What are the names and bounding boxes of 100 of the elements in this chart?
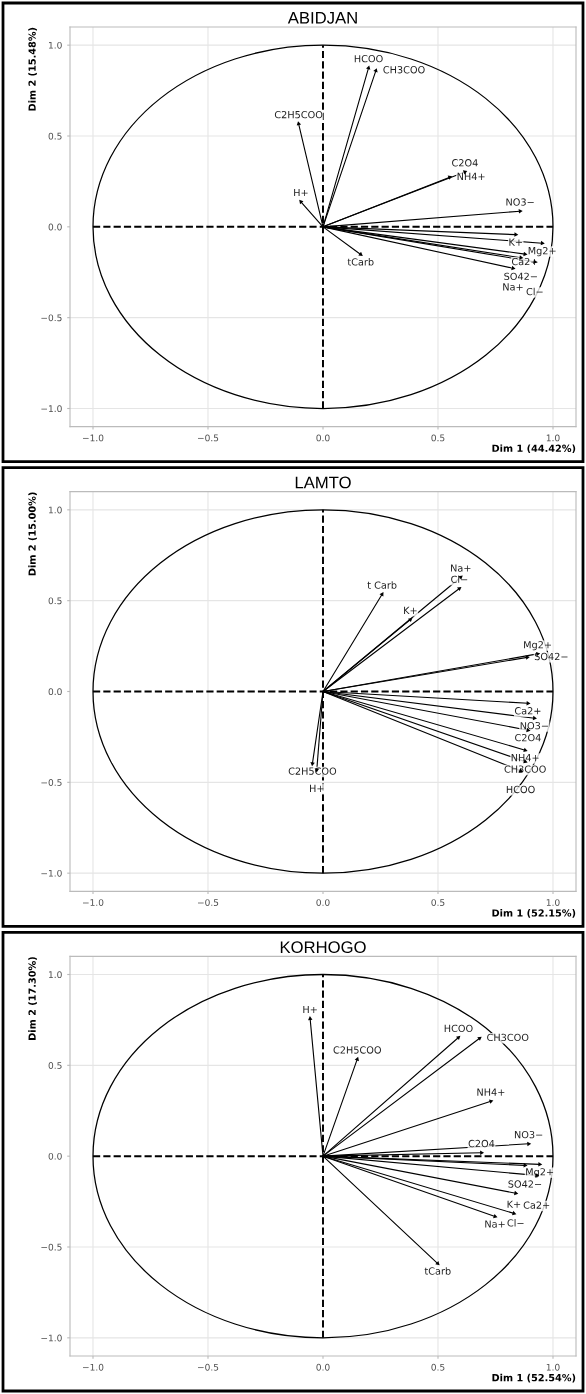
annotation: Cl− [451, 575, 468, 583]
annotation: Cl− [507, 1219, 524, 1227]
annotation: CH3COO [504, 765, 546, 773]
annotation: NO3− [520, 722, 548, 730]
x-tick-label: 0.0 [316, 1363, 330, 1371]
y-tick-label: 0.5 [48, 132, 62, 140]
chart-title: LAMTO [295, 476, 351, 489]
annotation: CH3COO [383, 66, 425, 74]
y-tick-label: −1.0 [41, 869, 62, 877]
annotation: SO42− [504, 272, 537, 280]
annotation: t Carb [367, 581, 397, 589]
annotation: HCOO [506, 785, 535, 794]
annotation: NO3− [514, 1130, 543, 1139]
annotation: CH3COO [487, 1033, 529, 1042]
chart-title: KORHOGO [280, 941, 366, 954]
point [447, 175, 453, 180]
point [532, 715, 537, 721]
point [366, 65, 371, 70]
point [538, 1162, 543, 1167]
chart-title: ABIDJAN [287, 12, 357, 24]
annotation: C2H5COO [274, 110, 323, 119]
y-axis-title: Dim 2 (15.48%) [28, 27, 37, 111]
y-tick-label: −1.0 [41, 1334, 62, 1342]
x-tick-label: 0.0 [316, 434, 330, 442]
annotation: HCOO [354, 55, 383, 63]
point [354, 1056, 359, 1062]
annotation: C2H5COO [333, 1046, 381, 1054]
point [308, 1016, 313, 1021]
x-tick-label: −0.5 [198, 899, 219, 906]
y-tick-label: −0.5 [41, 1243, 62, 1251]
annotation: C2O4 [468, 1139, 495, 1148]
annotation: Ca2+ [523, 1201, 550, 1209]
point [310, 762, 315, 767]
x-axis-title: Dim 1 (44.42%) [492, 444, 576, 454]
point [514, 232, 519, 237]
y-tick-label: 0.0 [48, 1152, 62, 1160]
x-tick-label: −0.5 [198, 1363, 219, 1371]
y-tick-label: −0.5 [41, 314, 62, 322]
x-tick-label: −1.0 [83, 434, 104, 442]
annotation: NH4+ [511, 754, 539, 762]
y-tick-label: 0.0 [48, 688, 62, 696]
point [512, 1210, 517, 1216]
annotation: Mg2+ [528, 246, 556, 257]
point [493, 1213, 498, 1219]
point [488, 1099, 494, 1104]
annotation: C2O4 [515, 734, 541, 742]
annotation: Na+ [451, 564, 471, 572]
point [456, 1035, 461, 1041]
annotation: Ca2+ [514, 707, 541, 715]
y-axis-title: Dim 2 (17.30%) [28, 957, 37, 1040]
x-tick-label: −1.0 [83, 899, 104, 906]
x-tick-label: −1.0 [83, 1363, 104, 1371]
x-tick-label: 0.5 [431, 1363, 445, 1371]
annotation: C2H5COO [288, 767, 337, 775]
annotation: SO42− [534, 652, 568, 661]
x-tick-label: −0.5 [198, 434, 219, 442]
y-tick-label: 0.5 [48, 597, 62, 605]
annotation: K+ [507, 1200, 521, 1208]
x-tick-label: 0.5 [431, 434, 445, 442]
y-tick-label: 1.0 [49, 41, 62, 49]
y-tick-label: 0.0 [48, 223, 62, 231]
x-tick-label: 0.5 [431, 899, 445, 906]
annotation: tCarb [347, 258, 374, 266]
annotation: tCarb [424, 1267, 451, 1275]
annotation: Na+ [503, 283, 523, 291]
annotation: Na+ [485, 1220, 505, 1228]
annotation: K+ [404, 606, 417, 614]
point [480, 1150, 485, 1155]
annotation: C2O4 [452, 159, 478, 167]
x-tick-label: 1.0 [546, 1363, 560, 1371]
y-tick-label: 0.5 [48, 1062, 62, 1069]
annotation: K+ [509, 238, 522, 246]
annotation: H+ [310, 784, 324, 792]
annotation: NH4+ [457, 172, 485, 180]
y-tick-label: −1.0 [41, 405, 62, 413]
y-axis-title: Dim 2 (15.00%) [28, 492, 37, 576]
annotation: Cl− [526, 287, 543, 296]
y-tick-label: 1.0 [49, 971, 62, 979]
x-tick-label: 0.0 [316, 899, 330, 906]
annotation: Mg2+ [524, 641, 551, 651]
point [407, 617, 413, 623]
annotation: HCOO [444, 1024, 473, 1033]
annotation: H+ [303, 1005, 317, 1013]
y-tick-label: −0.5 [41, 779, 62, 786]
y-tick-label: 1.0 [49, 506, 62, 514]
point [514, 1190, 519, 1196]
point [373, 68, 378, 73]
x-tick-label: 1.0 [546, 899, 560, 906]
annotation: NH4+ [477, 1088, 505, 1096]
annotation: SO42− [508, 1180, 542, 1188]
x-axis-title: Dim 1 (52.15%) [492, 909, 576, 918]
annotation: NO3− [506, 198, 534, 206]
point [527, 1141, 532, 1147]
x-axis-title: Dim 1 (52.54%) [492, 1373, 576, 1383]
point [525, 655, 530, 660]
x-tick-label: 1.0 [546, 434, 560, 442]
annotation: Mg2+ [526, 1168, 554, 1178]
annotation: H+ [294, 189, 308, 197]
point [457, 586, 462, 592]
point [358, 251, 363, 256]
